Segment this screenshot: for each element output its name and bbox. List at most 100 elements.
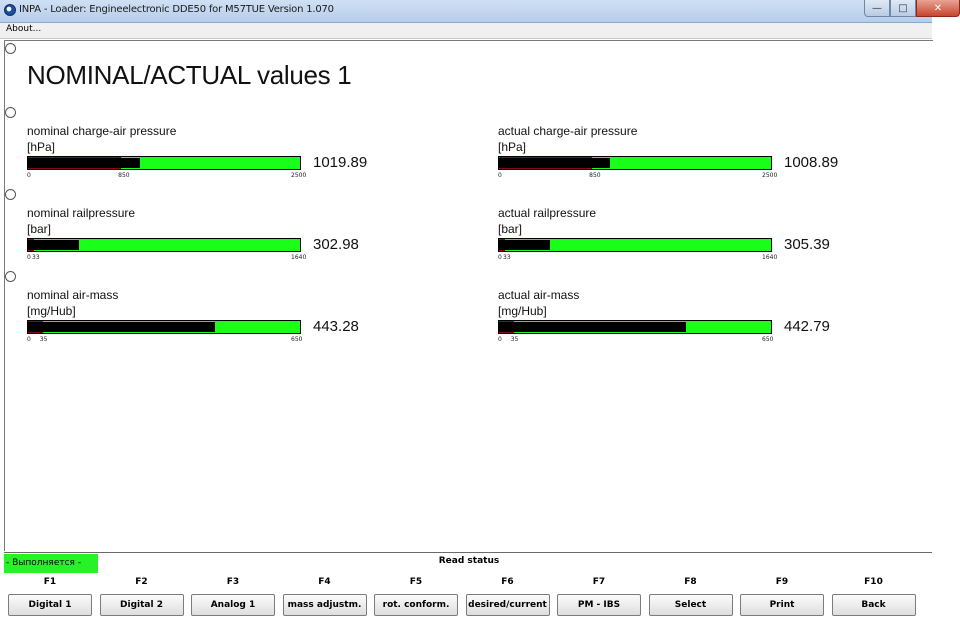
gauge-value: 302.98: [313, 236, 359, 253]
gauge-value-bar: [499, 322, 686, 332]
fkey-f7-button[interactable]: PM - IBS: [557, 594, 641, 616]
fkey-label: F2: [135, 577, 148, 587]
fkey-f2-button[interactable]: Digital 2: [99, 594, 184, 616]
menubar: About...: [0, 23, 932, 39]
window-title: INPA - Loader: Engineelectronic DDE50 fo…: [19, 4, 334, 15]
fkey-f4-button[interactable]: mass adjustm.: [282, 594, 367, 616]
fkey-f7: F7 PM - IBS: [557, 575, 641, 616]
gauge: nominal railpressure [bar] 0 33 1640 302.98: [27, 206, 427, 286]
gauge-bar: [27, 320, 301, 334]
gauge-value-bar: [28, 240, 79, 250]
radio-button-2[interactable]: [5, 107, 16, 118]
gauge-tick-label: 35: [39, 336, 48, 343]
fkey-label: F9: [775, 577, 789, 587]
gauge-tick-label: 0: [27, 172, 31, 179]
menu-about[interactable]: About...: [6, 24, 42, 34]
gauge-label: actual air-mass: [498, 288, 580, 302]
window-titlebar[interactable]: INPA - Loader: Engineelectronic DDE50 fo…: [0, 0, 932, 23]
fkey-f8: F8 Select: [648, 575, 733, 616]
gauge: nominal charge-air pressure [hPa] 0 850 2500…: [27, 124, 427, 204]
status-running-indicator: - Выполняется -: [4, 554, 98, 573]
gauge-value-bar: [499, 240, 551, 250]
gauge-unit: [mg/Hub]: [27, 304, 76, 318]
fkey-f1-button[interactable]: Digital 1: [8, 594, 92, 616]
status-message: Read status: [438, 556, 500, 566]
gauge-label: nominal charge-air pressure: [27, 124, 177, 138]
gauge-tick-label: 850: [118, 172, 130, 179]
fkey-label: F10: [864, 577, 883, 587]
fkey-label: F6: [501, 577, 514, 587]
gauge-value: 1008.89: [784, 154, 839, 171]
gauge-unit: [bar]: [498, 222, 523, 236]
gauge-tick-label: 2500: [291, 172, 307, 179]
gauge-tick-label: 35: [510, 336, 519, 343]
window-controls: — □ ✕: [864, 0, 960, 18]
gauge-bar: [27, 156, 301, 170]
gauge-bar: [27, 238, 301, 252]
radio-button-3[interactable]: [5, 189, 16, 200]
gauge-tick-label: 0: [498, 254, 502, 261]
fkey-f5: F5 rot. conform.: [374, 575, 458, 616]
fkey-f3-button[interactable]: Analog 1: [191, 594, 275, 616]
fkey-f5-button[interactable]: rot. conform.: [374, 594, 458, 616]
gauge: actual air-mass [mg/Hub] 0 35 650 442.79: [498, 288, 898, 368]
gauge-tick-label: 1640: [291, 254, 307, 261]
gauge-value-bar: [499, 158, 610, 168]
fkey-f6: F6 desired/current: [465, 575, 550, 616]
gauge-tick-label: 1640: [762, 254, 778, 261]
gauge-label: nominal railpressure: [27, 206, 136, 220]
gauge-tick-label: 33: [503, 254, 511, 261]
gauge-value: 305.39: [784, 236, 830, 253]
gauge-tick-label: 2500: [762, 172, 778, 179]
fkey-f6-button[interactable]: desired/current: [465, 594, 550, 616]
gauge: actual charge-air pressure [hPa] 0 850 2500 1…: [498, 124, 898, 204]
fkey-label: F5: [409, 577, 423, 587]
fkey-label: F1: [43, 577, 57, 587]
gauge-tick-label: 0: [27, 254, 31, 261]
function-key-bar: F1 Digital 1 F2 Digital 2 F3 Analog 1 F4 mass a…: [8, 575, 928, 620]
fkey-f9-button[interactable]: Print: [740, 594, 824, 616]
radio-button-4[interactable]: [5, 271, 16, 282]
gauge-tick-label: 650: [762, 336, 774, 343]
gauge-value: 442.79: [784, 318, 830, 335]
gauge-tick-label: 0: [498, 336, 502, 343]
gauge-label: actual charge-air pressure: [498, 124, 638, 138]
gauge-bar: [498, 320, 772, 334]
fkey-f8-button[interactable]: Select: [648, 594, 733, 616]
fkey-f9: F9 Print: [740, 575, 824, 616]
fkey-label: F8: [684, 577, 697, 587]
fkey-f4: F4 mass adjustm.: [282, 575, 367, 616]
gauge-unit: [mg/Hub]: [498, 304, 547, 318]
gauge: nominal air-mass [mg/Hub] 0 35 650 443.28: [27, 288, 427, 368]
fkey-f10-button[interactable]: Back: [831, 594, 916, 616]
page-title: NOMINAL/ACTUAL values 1: [27, 60, 352, 90]
gauge-bar: [498, 156, 772, 170]
close-button[interactable]: ✕: [916, 0, 960, 17]
gauge-tick-label: 650: [291, 336, 303, 343]
status-bar: - Выполняется - Read status: [4, 552, 932, 573]
gauge: actual railpressure [bar] 0 33 1640 305.39: [498, 206, 898, 286]
gauge-tick-label: 850: [589, 172, 601, 179]
gauge-tick-label: 33: [32, 254, 40, 261]
fkey-label: F4: [318, 577, 331, 587]
gauge-tick-label: 0: [498, 172, 502, 179]
gauge-label: nominal air-mass: [27, 288, 119, 302]
gauge-bar: [498, 238, 772, 252]
minimize-button[interactable]: —: [864, 0, 890, 17]
content-area: [4, 40, 933, 551]
gauge-label: actual railpressure: [498, 206, 597, 220]
gauge-unit: [hPa]: [498, 140, 527, 154]
fkey-f1: F1 Digital 1: [8, 575, 92, 616]
fkey-f3: F3 Analog 1: [191, 575, 275, 616]
radio-button-1[interactable]: [5, 43, 16, 54]
fkey-label: F3: [226, 577, 240, 587]
gauge-tick-label: 0: [27, 336, 31, 343]
gauge-value: 1019.89: [313, 154, 368, 171]
gauge-unit: [hPa]: [27, 140, 56, 154]
inpa-app-icon: [4, 4, 16, 16]
fkey-f2: F2 Digital 2: [99, 575, 184, 616]
fkey-label: F7: [592, 577, 606, 587]
maximize-button[interactable]: □: [890, 0, 916, 17]
gauge-value-bar: [28, 158, 140, 168]
gauge-value-bar: [28, 322, 215, 332]
